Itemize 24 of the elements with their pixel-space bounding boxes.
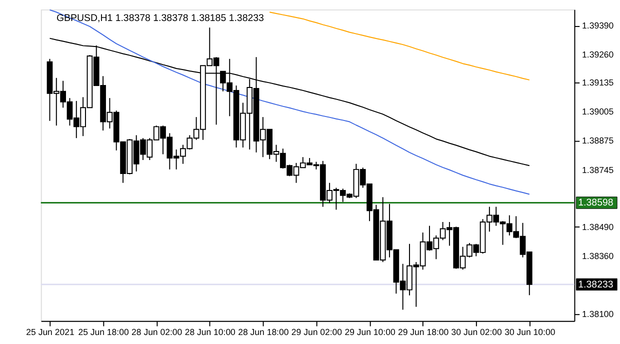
- x-tick-label: 29 Jun 18:00: [398, 327, 449, 338]
- line-series: [49, 38, 530, 166]
- x-tick-label: 25 Jun 18:00: [78, 327, 129, 338]
- x-tick-label: 28 Jun 10:00: [184, 327, 236, 338]
- x-tick-label: 28 Jun 02:00: [132, 327, 182, 338]
- x-tick-label: 25 Jun 2021: [26, 327, 74, 338]
- x-tick-label: 30 Jun 10:00: [504, 327, 556, 338]
- y-tick-label: 1.39005: [582, 106, 614, 117]
- x-tick-label: 29 Jun 10:00: [344, 327, 396, 338]
- line-series: [49, 9, 530, 195]
- y-tick-label: 1.38360: [582, 250, 614, 261]
- x-tick-label: 29 Jun 02:00: [291, 327, 342, 338]
- ref-line-label: 1.38233: [578, 279, 614, 290]
- x-tick-label: 30 Jun 02:00: [451, 327, 502, 338]
- x-tick-label: 28 Jun 18:00: [238, 327, 289, 338]
- y-tick-label: 1.38100: [582, 309, 614, 320]
- y-tick-label: 1.39135: [582, 78, 614, 88]
- y-tick-label: 1.38490: [582, 222, 614, 232]
- ref-line-label: 1.38598: [578, 198, 614, 209]
- y-tick-label: 1.39260: [582, 50, 614, 60]
- y-tick-label: 1.38875: [582, 136, 614, 146]
- y-tick-label: 1.38745: [582, 164, 614, 175]
- line-series: [269, 12, 530, 80]
- y-tick-label: 1.39390: [582, 20, 614, 30]
